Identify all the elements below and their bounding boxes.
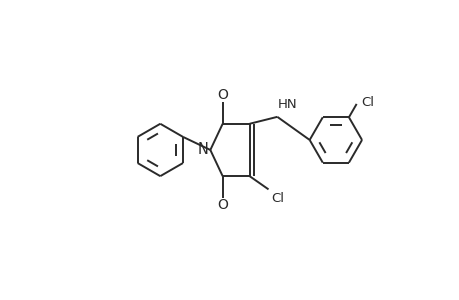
Text: N: N <box>197 142 207 158</box>
Text: Cl: Cl <box>271 193 284 206</box>
Text: O: O <box>217 198 228 212</box>
Text: Cl: Cl <box>360 96 374 109</box>
Text: O: O <box>217 88 228 102</box>
Text: HN: HN <box>278 98 297 112</box>
